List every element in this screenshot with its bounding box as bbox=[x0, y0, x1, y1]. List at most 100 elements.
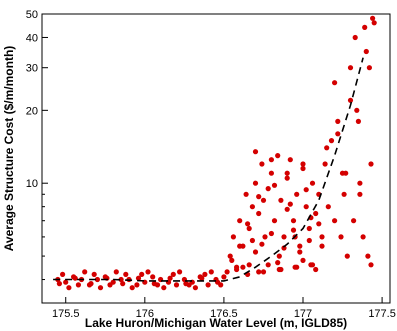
data-point bbox=[309, 180, 316, 186]
data-point bbox=[227, 253, 233, 259]
data-point bbox=[260, 197, 267, 203]
data-point bbox=[259, 241, 265, 247]
data-point bbox=[66, 285, 72, 291]
data-point bbox=[134, 282, 140, 288]
x-tick-label: 175.5 bbox=[52, 308, 80, 320]
data-point bbox=[107, 282, 113, 288]
data-point bbox=[324, 145, 330, 151]
data-point bbox=[294, 264, 300, 270]
data-point bbox=[240, 264, 246, 270]
data-point bbox=[243, 191, 249, 197]
data-point bbox=[224, 269, 230, 275]
data-point bbox=[145, 269, 151, 275]
data-point bbox=[365, 253, 371, 259]
data-point bbox=[332, 80, 338, 86]
data-point bbox=[341, 191, 347, 197]
data-point bbox=[256, 210, 262, 217]
y-axis-ticks: 10 20 30 40 50 bbox=[26, 9, 48, 281]
data-point bbox=[287, 201, 293, 207]
data-point bbox=[82, 269, 88, 275]
data-point bbox=[276, 253, 282, 259]
data-point bbox=[118, 276, 124, 283]
plot-frame bbox=[41, 13, 391, 304]
data-point bbox=[290, 227, 297, 233]
data-point bbox=[173, 282, 180, 288]
data-point bbox=[265, 262, 271, 268]
y-axis-title: Average Structure Cost ($/m/month) bbox=[2, 46, 16, 252]
data-point bbox=[335, 118, 341, 124]
data-point bbox=[335, 131, 341, 137]
data-point bbox=[368, 161, 374, 167]
data-point bbox=[338, 234, 344, 240]
data-point bbox=[177, 269, 183, 275]
data-point bbox=[281, 234, 287, 240]
y-tick-label: 10 bbox=[26, 178, 38, 190]
data-point bbox=[234, 266, 240, 273]
data-point bbox=[237, 243, 243, 249]
y-tick-label: 20 bbox=[26, 105, 38, 117]
data-point bbox=[249, 237, 255, 244]
data-point bbox=[259, 161, 265, 167]
data-point bbox=[290, 218, 297, 224]
data-point bbox=[88, 281, 94, 287]
data-point bbox=[352, 34, 358, 41]
data-point bbox=[246, 225, 252, 232]
data-point bbox=[347, 65, 354, 71]
data-point bbox=[252, 249, 259, 255]
x-tick-label: 176.5 bbox=[210, 308, 238, 320]
data-point bbox=[135, 275, 142, 281]
data-point bbox=[56, 281, 63, 287]
data-point bbox=[300, 161, 306, 167]
data-point bbox=[246, 262, 252, 268]
data-point bbox=[192, 285, 198, 291]
data-point bbox=[332, 218, 338, 224]
data-point bbox=[297, 249, 303, 255]
data-point bbox=[271, 182, 278, 188]
data-point bbox=[237, 218, 243, 224]
data-point bbox=[300, 257, 306, 263]
data-point bbox=[313, 210, 319, 217]
data-point bbox=[294, 191, 300, 197]
data-point bbox=[281, 245, 287, 251]
data-point bbox=[113, 269, 119, 275]
data-point bbox=[150, 274, 156, 280]
data-point bbox=[63, 279, 69, 285]
data-point bbox=[371, 20, 377, 26]
data-point bbox=[362, 24, 368, 30]
data-point bbox=[284, 170, 290, 176]
data-point bbox=[366, 65, 372, 71]
trend-line bbox=[53, 57, 364, 282]
data-point bbox=[284, 206, 290, 212]
data-point bbox=[252, 149, 259, 155]
data-point bbox=[94, 276, 100, 283]
data-point bbox=[357, 180, 363, 186]
data-point bbox=[208, 269, 214, 275]
data-point bbox=[351, 218, 357, 224]
data-point bbox=[284, 175, 290, 181]
data-point bbox=[199, 275, 205, 281]
data-point bbox=[316, 221, 322, 227]
data-point bbox=[161, 285, 167, 291]
data-point bbox=[249, 204, 255, 210]
data-point bbox=[370, 15, 376, 21]
x-tick-label: 177.5 bbox=[368, 308, 396, 320]
data-point bbox=[268, 230, 274, 237]
data-point bbox=[347, 97, 354, 103]
x-axis-ticks: 175.5 176 176.5 177 177.5 bbox=[52, 297, 396, 320]
data-point bbox=[360, 234, 366, 240]
data-point bbox=[260, 269, 267, 275]
data-point bbox=[297, 243, 303, 249]
data-point bbox=[170, 271, 176, 277]
data-point bbox=[120, 281, 126, 287]
data-point bbox=[183, 281, 189, 287]
data-point bbox=[278, 266, 284, 273]
data-point bbox=[139, 271, 145, 277]
x-tick-label: 176 bbox=[136, 308, 154, 320]
x-tick-label: 177 bbox=[294, 308, 312, 320]
y-tick-label: 40 bbox=[26, 32, 38, 44]
data-point bbox=[278, 197, 284, 203]
data-point bbox=[268, 157, 274, 163]
data-point bbox=[252, 180, 259, 186]
data-point bbox=[300, 165, 306, 172]
